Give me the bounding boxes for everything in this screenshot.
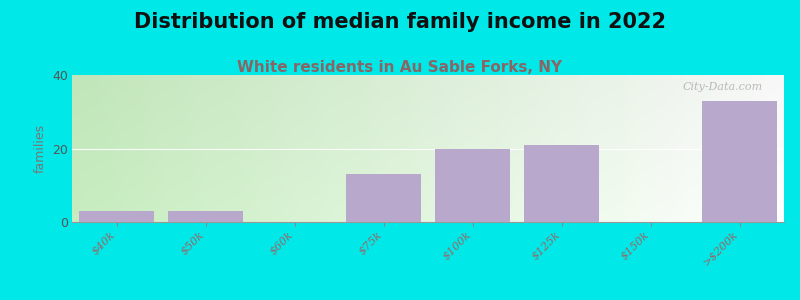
Bar (524, 145, 599, 222)
Bar (168, 211, 243, 222)
Bar (434, 148, 510, 222)
Y-axis label: families: families (34, 124, 46, 173)
Bar (702, 101, 778, 222)
Text: White residents in Au Sable Forks, NY: White residents in Au Sable Forks, NY (238, 60, 562, 75)
Bar (78, 211, 154, 222)
Bar (346, 174, 422, 222)
Text: City-Data.com: City-Data.com (682, 82, 762, 92)
Text: Distribution of median family income in 2022: Distribution of median family income in … (134, 12, 666, 32)
